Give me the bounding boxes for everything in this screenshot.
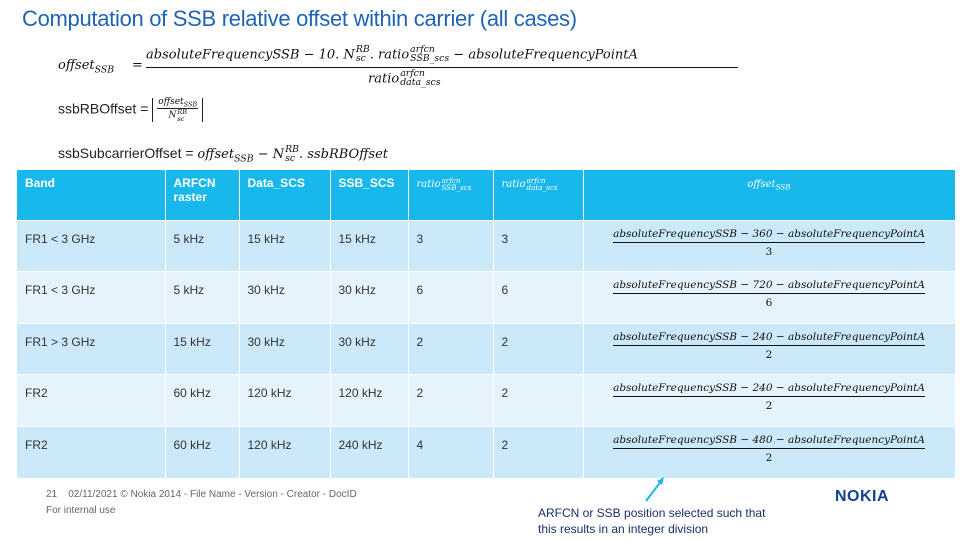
cell-arfcn: 60 kHz [165, 425, 240, 478]
cell-data-scs: 120 kHz [239, 374, 331, 426]
floor-brackets: offsetSSB N RB sc [152, 97, 204, 122]
offset-formula: offsetSSB = absoluteFrequencySSB − 10. N… [58, 42, 738, 94]
cell-band: FR1 < 3 GHz [17, 219, 166, 272]
cell-offset: absoluteFrequencySSB − 240 − absoluteFre… [583, 374, 956, 426]
header-offset-ssb: offsetSSB [583, 170, 956, 220]
nokia-logo: NOKIA [835, 488, 890, 505]
equals-sign: = [132, 58, 143, 73]
cell-arfcn: 60 kHz [165, 374, 240, 426]
offset-numerator: absoluteFrequencySSB − 10. N RB sc. ratio a… [146, 44, 638, 64]
cell-ssb-scs: 30 kHz [330, 322, 409, 375]
header-ratio-ssb: ratio arfcn SSB_scs [408, 170, 494, 220]
cell-offset: absoluteFrequencySSB − 480 − absoluteFre… [583, 425, 956, 478]
cell-band: FR2 [17, 425, 166, 478]
internal-use-label: For internal use [46, 505, 116, 516]
ssb-rb-offset-formula: ssbRBOffset = offsetSSB N RB sc [58, 97, 204, 122]
offset-lhs: offsetSSB [58, 58, 115, 76]
cell-ssb-scs: 15 kHz [330, 219, 409, 272]
cell-data-scs: 15 kHz [239, 219, 331, 272]
table-header-row: Band ARFCN raster Data_SCS SSB_SCS ratio… [17, 170, 956, 220]
cell-ratio-data: 6 [493, 271, 584, 323]
arrow-icon [645, 477, 664, 502]
cell-band: FR1 > 3 GHz [17, 322, 166, 375]
ssb-subcarrier-offset-expr: offsetSSB − N RB sc. ssbRBOffset [197, 143, 388, 165]
cell-data-scs: 30 kHz [239, 322, 331, 375]
cell-ssb-scs: 30 kHz [330, 271, 409, 323]
table-row: FR1 < 3 GHz 5 kHz 30 kHz 30 kHz 6 6 abso… [17, 271, 956, 323]
table-row: FR1 < 3 GHz 5 kHz 15 kHz 15 kHz 3 3 abso… [17, 219, 956, 272]
cell-arfcn: 5 kHz [165, 271, 240, 323]
cell-data-scs: 120 kHz [239, 425, 331, 478]
fraction-bar [146, 67, 738, 68]
ssb-offset-table: Band ARFCN raster Data_SCS SSB_SCS ratio… [17, 170, 956, 478]
header-arfcn-raster: ARFCN raster [165, 170, 240, 220]
cell-band: FR2 [17, 374, 166, 426]
footer-info: 21 02/11/2021 © Nokia 2014 - File Name -… [46, 489, 357, 500]
cell-ratio-ssb: 3 [408, 219, 494, 272]
cell-arfcn: 15 kHz [165, 322, 240, 375]
cell-ratio-data: 3 [493, 219, 584, 272]
page-number: 21 [46, 489, 58, 500]
cell-ratio-ssb: 4 [408, 425, 494, 478]
footer-text: 02/11/2021 © Nokia 2014 - File Name - Ve… [68, 489, 357, 500]
table-row: FR2 60 kHz 120 kHz 120 kHz 2 2 absoluteF… [17, 374, 956, 426]
cell-ratio-data: 2 [493, 425, 584, 478]
header-band: Band [17, 170, 166, 220]
table-row: FR1 > 3 GHz 15 kHz 30 kHz 30 kHz 2 2 abs… [17, 322, 956, 375]
cell-ratio-ssb: 6 [408, 271, 494, 323]
integer-division-note: ARFCN or SSB position selected such that… [538, 506, 766, 536]
cell-offset: absoluteFrequencySSB − 360 − absoluteFre… [583, 219, 956, 272]
cell-arfcn: 5 kHz [165, 219, 240, 272]
cell-ratio-data: 2 [493, 374, 584, 426]
cell-ratio-data: 2 [493, 322, 584, 375]
cell-data-scs: 30 kHz [239, 271, 331, 323]
cell-ratio-ssb: 2 [408, 374, 494, 426]
table-row: FR2 60 kHz 120 kHz 240 kHz 4 2 absoluteF… [17, 425, 956, 478]
offset-denominator: ratio arfcn data_scs [368, 68, 441, 88]
ssb-subcarrier-offset-label: ssbSubcarrierOffset = [58, 145, 198, 161]
slide-title: Computation of SSB relative offset withi… [22, 6, 577, 31]
cell-band: FR1 < 3 GHz [17, 271, 166, 323]
cell-ssb-scs: 240 kHz [330, 425, 409, 478]
cell-ratio-ssb: 2 [408, 322, 494, 375]
header-data-scs: Data_SCS [239, 170, 331, 220]
ssb-rb-offset-label: ssbRBOffset = [58, 100, 153, 117]
header-ratio-data: ratio arfcn data_scs [493, 170, 584, 220]
cell-offset: absoluteFrequencySSB − 720 − absoluteFre… [583, 271, 956, 323]
cell-offset: absoluteFrequencySSB − 240 − absoluteFre… [583, 322, 956, 375]
ssb-subcarrier-offset-formula: ssbSubcarrierOffset = offsetSSB − N RB sc.… [58, 143, 388, 165]
header-ssb-scs: SSB_SCS [330, 170, 409, 220]
cell-ssb-scs: 120 kHz [330, 374, 409, 426]
